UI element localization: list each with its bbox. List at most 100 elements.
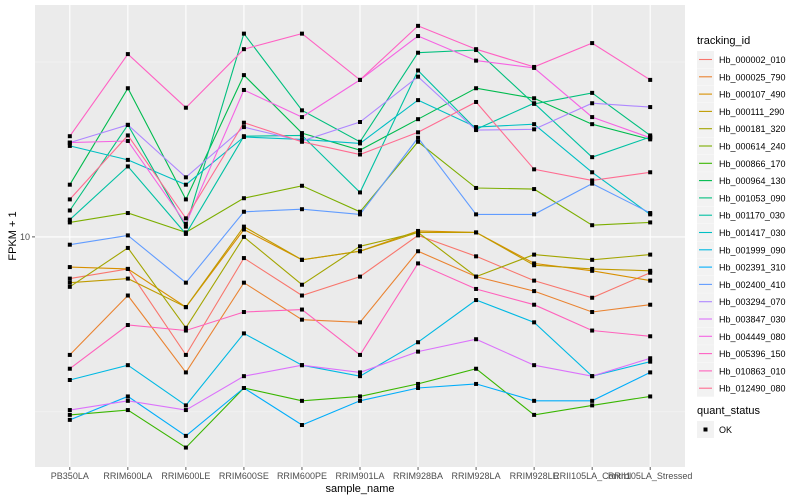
data-point-Hb_000107_490 xyxy=(648,278,653,283)
legend-label: Hb_001170_030 xyxy=(719,211,785,221)
data-point-Hb_004449_080 xyxy=(416,34,421,39)
data-point-Hb_000111_290 xyxy=(67,280,72,285)
data-point-Hb_000964_130 xyxy=(358,148,362,153)
data-point-Hb_000964_130 xyxy=(125,86,130,91)
data-point-Hb_002391_310 xyxy=(532,398,537,403)
legend: tracking_id Hb_000002_010 Hb_000025_790 Hb… xyxy=(697,35,786,438)
data-point-Hb_005396_150 xyxy=(241,47,246,52)
data-point-Hb_005396_150 xyxy=(648,77,653,82)
data-point-Hb_003847_030 xyxy=(241,374,246,379)
data-point-Hb_010863_010 xyxy=(416,261,421,266)
data-point-Hb_000181_320 xyxy=(299,282,304,287)
legend-label: Hb_002391_310 xyxy=(719,263,786,273)
data-point-Hb_012490_080 xyxy=(183,216,188,221)
data-point-Hb_000866_170 xyxy=(125,408,130,413)
data-point-Hb_001417_030 xyxy=(590,170,595,175)
data-point-Hb_012490_080 xyxy=(358,152,362,157)
data-point-Hb_003294_070 xyxy=(474,128,479,133)
x-tick-label: RRIM600SE xyxy=(219,471,269,481)
data-point-Hb_000866_170 xyxy=(67,412,72,417)
data-point-Hb_001999_090 xyxy=(416,340,421,345)
data-point-Hb_004449_080 xyxy=(648,135,653,140)
data-point-Hb_002391_310 xyxy=(648,370,653,375)
x-tick-label: RRIM600LE xyxy=(161,471,210,481)
data-point-Hb_001053_090 xyxy=(241,31,246,36)
data-point-Hb_000002_010 xyxy=(532,278,537,283)
data-point-Hb_000111_290 xyxy=(590,266,595,271)
legend-label: Hb_000866_170 xyxy=(719,159,786,169)
data-point-Hb_000111_290 xyxy=(241,224,246,229)
data-point-Hb_004449_080 xyxy=(183,221,188,226)
data-point-Hb_004449_080 xyxy=(299,115,304,120)
data-point-Hb_003294_070 xyxy=(590,101,595,106)
data-point-Hb_002400_410 xyxy=(648,211,653,216)
data-point-Hb_000002_010 xyxy=(416,233,421,238)
data-point-Hb_000964_130 xyxy=(241,73,246,78)
data-point-Hb_000866_170 xyxy=(183,445,188,450)
data-point-Hb_000181_320 xyxy=(125,245,130,250)
data-point-Hb_000181_320 xyxy=(67,284,72,289)
data-point-Hb_000964_130 xyxy=(183,197,188,202)
legend-title-tracking-id: tracking_id xyxy=(697,35,750,47)
x-axis-title: sample_name xyxy=(325,483,394,495)
x-axis: PB350LA RRIM600LA RRIM600LE RRIM600SE RRIM60… xyxy=(51,467,692,481)
data-point-Hb_000025_790 xyxy=(590,310,595,315)
data-point-Hb_000614_240 xyxy=(299,183,304,188)
data-point-Hb_002391_310 xyxy=(474,381,479,386)
data-point-Hb_000002_010 xyxy=(474,254,479,259)
data-point-Hb_005396_150 xyxy=(183,105,188,110)
data-point-Hb_000025_790 xyxy=(125,293,130,298)
data-point-Hb_003294_070 xyxy=(416,74,421,79)
data-point-Hb_001417_030 xyxy=(241,134,246,139)
legend-title-quant-status: quant_status xyxy=(697,405,760,417)
x-tick-label: RRIM928BA xyxy=(393,471,443,481)
data-point-Hb_002400_410 xyxy=(241,209,246,214)
data-point-Hb_001999_090 xyxy=(241,331,246,336)
data-point-Hb_000964_130 xyxy=(590,122,595,127)
data-point-Hb_010863_010 xyxy=(648,334,653,339)
x-tick-label: RRIM901LA xyxy=(335,471,384,481)
x-tick-label: RRIM600LA xyxy=(103,471,152,481)
data-point-Hb_010863_010 xyxy=(590,328,595,333)
data-point-Hb_001999_090 xyxy=(532,320,537,325)
data-point-Hb_000614_240 xyxy=(532,187,537,192)
data-point-Hb_001999_090 xyxy=(67,377,72,382)
data-point-Hb_001170_030 xyxy=(416,68,421,73)
legend-label: Hb_001053_090 xyxy=(719,193,786,203)
data-point-Hb_002400_410 xyxy=(67,242,72,247)
data-point-Hb_010863_010 xyxy=(67,366,72,371)
data-point-Hb_003847_030 xyxy=(299,363,304,368)
data-point-Hb_000111_290 xyxy=(358,249,362,254)
data-point-Hb_002391_310 xyxy=(299,423,304,428)
data-point-Hb_000181_320 xyxy=(532,252,537,257)
data-point-Hb_001053_090 xyxy=(590,90,595,95)
data-point-Hb_001417_030 xyxy=(532,122,537,127)
data-point-Hb_003847_030 xyxy=(532,363,537,368)
data-point-Hb_003294_070 xyxy=(183,175,188,180)
data-point-Hb_003847_030 xyxy=(67,408,72,413)
data-point-Hb_001170_030 xyxy=(183,231,188,236)
data-point-Hb_000614_240 xyxy=(125,211,130,216)
data-point-Hb_000025_790 xyxy=(183,370,188,375)
data-point-Hb_002391_310 xyxy=(241,385,246,390)
data-point-Hb_000866_170 xyxy=(358,394,362,399)
data-point-Hb_000614_240 xyxy=(416,139,421,144)
legend-label: Hb_001999_090 xyxy=(719,245,786,255)
data-point-Hb_000614_240 xyxy=(67,220,72,225)
data-point-Hb_002400_410 xyxy=(474,212,479,217)
data-point-Hb_001417_030 xyxy=(416,98,421,103)
x-tick-label: RRII105LA_Control xyxy=(553,471,631,481)
data-point-Hb_000964_130 xyxy=(299,131,304,136)
data-point-Hb_010863_010 xyxy=(532,302,537,307)
data-point-Hb_004449_080 xyxy=(474,58,479,63)
data-point-Hb_010863_010 xyxy=(299,307,304,312)
data-point-Hb_003847_030 xyxy=(358,370,362,375)
y-axis-title: FPKM + 1 xyxy=(7,211,19,260)
data-point-Hb_003847_030 xyxy=(648,356,653,361)
legend-label: Hb_002400_410 xyxy=(719,280,786,290)
data-point-Hb_005396_150 xyxy=(299,31,304,36)
data-point-Hb_001999_090 xyxy=(125,363,130,368)
data-point-Hb_002400_410 xyxy=(125,233,130,238)
legend-label: Hb_005396_150 xyxy=(719,349,786,359)
legend-label: Hb_000614_240 xyxy=(719,142,786,152)
